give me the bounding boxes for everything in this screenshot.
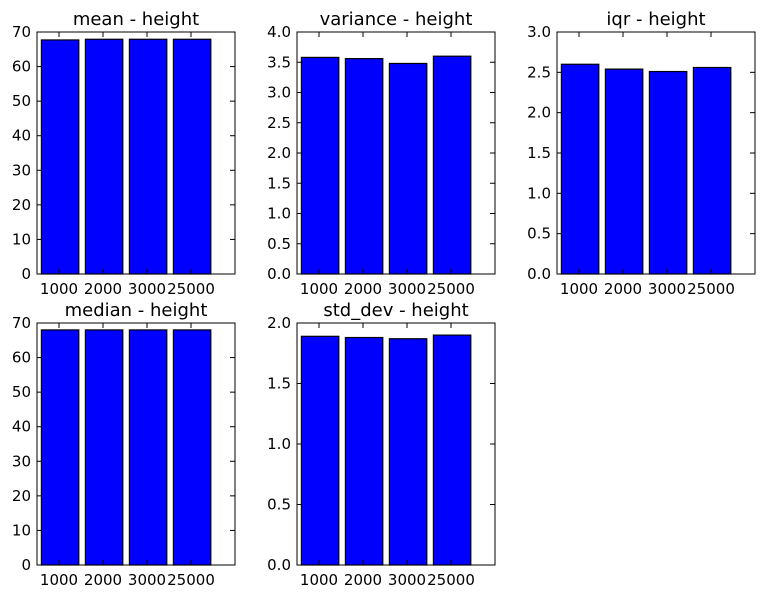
y-tick-label: 0.5: [267, 235, 291, 253]
subplot-3: 0 10 20 30 40 50 60 70 1000 2000 3000 25000 median -…: [12, 300, 236, 589]
y-tick-label: 50: [12, 383, 31, 401]
x-tick-label: 2000: [344, 280, 382, 298]
y-tick-label: 0.0: [267, 556, 291, 574]
y-tick-label: 70: [12, 314, 31, 332]
x-tick-label: 1000: [40, 280, 78, 298]
chart-title: median - height: [65, 300, 208, 321]
y-tick-label: 1.5: [267, 174, 291, 192]
y-tick-label: 0.5: [267, 496, 291, 514]
bar-1000: [300, 335, 340, 566]
x-tick-label: 25000: [427, 280, 475, 298]
y-tick-label: 60: [12, 349, 31, 367]
chart-title: iqr - height: [606, 9, 705, 30]
bar-1000: [560, 63, 600, 275]
y-tick-label: 10: [12, 230, 31, 248]
bar-3000: [128, 329, 168, 566]
chart-title: std_dev - height: [323, 300, 468, 321]
bar-25000: [432, 334, 472, 566]
y-tick-label: 0: [21, 556, 31, 574]
y-tick-label: 1.0: [267, 205, 291, 223]
y-tick-label: 3.0: [527, 23, 551, 41]
x-tick-label: 2000: [344, 571, 382, 589]
x-tick-label: 25000: [167, 280, 215, 298]
bar-1000: [40, 39, 80, 275]
y-tick-label: 0.5: [527, 225, 551, 243]
bar-25000: [692, 66, 732, 275]
plot-frame: [36, 31, 236, 275]
bar-3000: [388, 62, 428, 275]
x-tick-label: 2000: [84, 571, 122, 589]
x-tick-label: 3000: [128, 571, 166, 589]
y-tick-label: 50: [12, 92, 31, 110]
chart-title: mean - height: [73, 9, 199, 30]
bar-25000: [172, 38, 212, 275]
y-tick-label: 1.5: [527, 144, 551, 162]
bar-3000: [388, 338, 428, 566]
x-tick-label: 1000: [300, 571, 338, 589]
x-tick-label: 2000: [84, 280, 122, 298]
x-tick-label: 1000: [300, 280, 338, 298]
y-tick-label: 2.0: [527, 104, 551, 122]
y-tick-label: 4.0: [267, 23, 291, 41]
y-tick-label: 1.0: [267, 435, 291, 453]
bar-2000: [84, 38, 124, 275]
y-tick-label: 60: [12, 58, 31, 76]
y-tick-label: 2.0: [267, 314, 291, 332]
y-tick-label: 3.5: [267, 53, 291, 71]
y-tick-label: 20: [12, 487, 31, 505]
y-tick-label: 2.0: [267, 144, 291, 162]
y-tick-label: 30: [12, 161, 31, 179]
x-tick-label: 25000: [427, 571, 475, 589]
subplot-2: 0.0 0.5 1.0 1.5 2.0 2.5 3.0 1000 2000 3000 25000 iq…: [527, 9, 756, 298]
subplot-1: 0.0 0.5 1.0 1.5 2.0 2.5 3.0 3.5 4.0 1000 2000 3000 2…: [267, 9, 496, 298]
y-tick-label: 2.5: [527, 63, 551, 81]
x-tick-label: 1000: [560, 280, 598, 298]
y-tick-label: 1.5: [267, 375, 291, 393]
y-tick-label: 0.0: [527, 265, 551, 283]
bar-25000: [172, 329, 212, 566]
y-tick-label: 70: [12, 23, 31, 41]
chart-title: variance - height: [320, 9, 473, 30]
bar-1000: [300, 56, 340, 275]
x-tick-label: 1000: [40, 571, 78, 589]
bar-2000: [344, 336, 384, 566]
y-tick-label: 30: [12, 452, 31, 470]
x-tick-label: 3000: [128, 280, 166, 298]
y-tick-label: 10: [12, 521, 31, 539]
x-tick-label: 3000: [648, 280, 686, 298]
y-tick-label: 40: [12, 418, 31, 436]
x-tick-label: 2000: [604, 280, 642, 298]
y-tick-label: 0: [21, 265, 31, 283]
bar-2000: [604, 68, 644, 275]
y-tick-label: 2.5: [267, 114, 291, 132]
subplot-0: 0 10 20 30 40 50 60 70 1000 2000 3000 25000 mean - h…: [12, 9, 236, 298]
bar-2000: [84, 329, 124, 566]
x-tick-label: 25000: [167, 571, 215, 589]
bar-2000: [344, 58, 384, 275]
y-tick-label: 3.0: [267, 84, 291, 102]
x-tick-label: 25000: [687, 280, 735, 298]
subplot-4: 0.0 0.5 1.0 1.5 2.0 1000 2000 3000 25000 std_dev …: [267, 300, 496, 589]
bar-3000: [128, 38, 168, 275]
x-tick-label: 3000: [388, 571, 426, 589]
y-tick-label: 40: [12, 127, 31, 145]
x-tick-label: 3000: [388, 280, 426, 298]
bar-1000: [40, 329, 80, 566]
bar-3000: [648, 70, 688, 275]
y-tick-label: 20: [12, 196, 31, 214]
bar-25000: [432, 55, 472, 275]
y-tick-label: 0.0: [267, 265, 291, 283]
y-tick-label: 1.0: [527, 184, 551, 202]
plot-frame: [36, 322, 236, 566]
